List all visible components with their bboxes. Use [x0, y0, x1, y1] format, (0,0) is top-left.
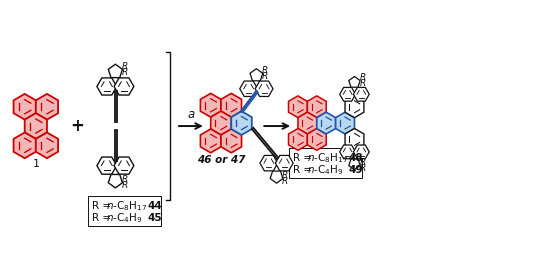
- Text: 44: 44: [147, 201, 162, 211]
- Polygon shape: [14, 133, 36, 158]
- Polygon shape: [349, 76, 360, 87]
- Text: R: R: [122, 68, 128, 77]
- Polygon shape: [289, 96, 307, 118]
- Polygon shape: [349, 159, 360, 170]
- Polygon shape: [25, 113, 47, 139]
- Text: R: R: [360, 158, 366, 167]
- Polygon shape: [36, 94, 58, 120]
- Text: +: +: [70, 117, 84, 135]
- Text: $n$-C$_4$H$_9$: $n$-C$_4$H$_9$: [307, 163, 343, 177]
- Polygon shape: [200, 129, 221, 153]
- Text: R: R: [262, 72, 268, 81]
- Text: 46 or 47: 46 or 47: [197, 155, 245, 165]
- Text: R: R: [262, 66, 268, 75]
- Polygon shape: [200, 93, 221, 117]
- Polygon shape: [298, 112, 317, 134]
- Polygon shape: [114, 157, 134, 174]
- Polygon shape: [307, 128, 326, 150]
- Text: R: R: [122, 181, 128, 190]
- FancyBboxPatch shape: [289, 148, 362, 178]
- Polygon shape: [336, 112, 355, 134]
- Polygon shape: [255, 81, 273, 97]
- Polygon shape: [345, 128, 364, 150]
- Polygon shape: [97, 78, 117, 95]
- Text: R: R: [122, 62, 128, 71]
- Text: $n$-C$_8$H$_{17}$: $n$-C$_8$H$_{17}$: [307, 151, 348, 165]
- Polygon shape: [108, 174, 123, 188]
- Polygon shape: [276, 156, 293, 171]
- Text: 45: 45: [147, 213, 162, 223]
- Polygon shape: [354, 145, 369, 159]
- Polygon shape: [340, 87, 355, 101]
- Text: R =: R =: [293, 153, 315, 163]
- Text: R: R: [360, 73, 366, 82]
- Polygon shape: [114, 78, 134, 95]
- Polygon shape: [345, 96, 364, 118]
- Text: $n$-C$_8$H$_{17}$: $n$-C$_8$H$_{17}$: [106, 199, 147, 213]
- Polygon shape: [108, 64, 123, 78]
- FancyBboxPatch shape: [88, 196, 161, 226]
- Polygon shape: [97, 157, 117, 174]
- Polygon shape: [231, 111, 252, 135]
- Text: R: R: [282, 171, 288, 180]
- Polygon shape: [289, 128, 307, 150]
- Text: 49: 49: [348, 165, 363, 175]
- Polygon shape: [317, 112, 336, 134]
- Text: R: R: [282, 177, 288, 186]
- Polygon shape: [36, 133, 58, 158]
- Polygon shape: [221, 93, 241, 117]
- Polygon shape: [250, 69, 263, 81]
- Polygon shape: [307, 96, 326, 118]
- Polygon shape: [221, 129, 241, 153]
- Text: 1: 1: [32, 159, 40, 169]
- Text: a: a: [188, 108, 195, 121]
- Polygon shape: [260, 156, 278, 171]
- Polygon shape: [270, 171, 283, 183]
- Polygon shape: [240, 81, 257, 97]
- Text: $n$-C$_4$H$_9$: $n$-C$_4$H$_9$: [106, 211, 142, 225]
- Text: R =: R =: [92, 213, 114, 223]
- Text: R =: R =: [293, 165, 315, 175]
- Text: R: R: [360, 79, 366, 88]
- Polygon shape: [14, 94, 36, 120]
- Text: 48: 48: [348, 153, 363, 163]
- Text: R =: R =: [92, 201, 114, 211]
- Text: R: R: [360, 164, 366, 173]
- Polygon shape: [340, 145, 355, 159]
- Polygon shape: [211, 111, 231, 135]
- Polygon shape: [354, 87, 369, 101]
- Text: R: R: [122, 175, 128, 184]
